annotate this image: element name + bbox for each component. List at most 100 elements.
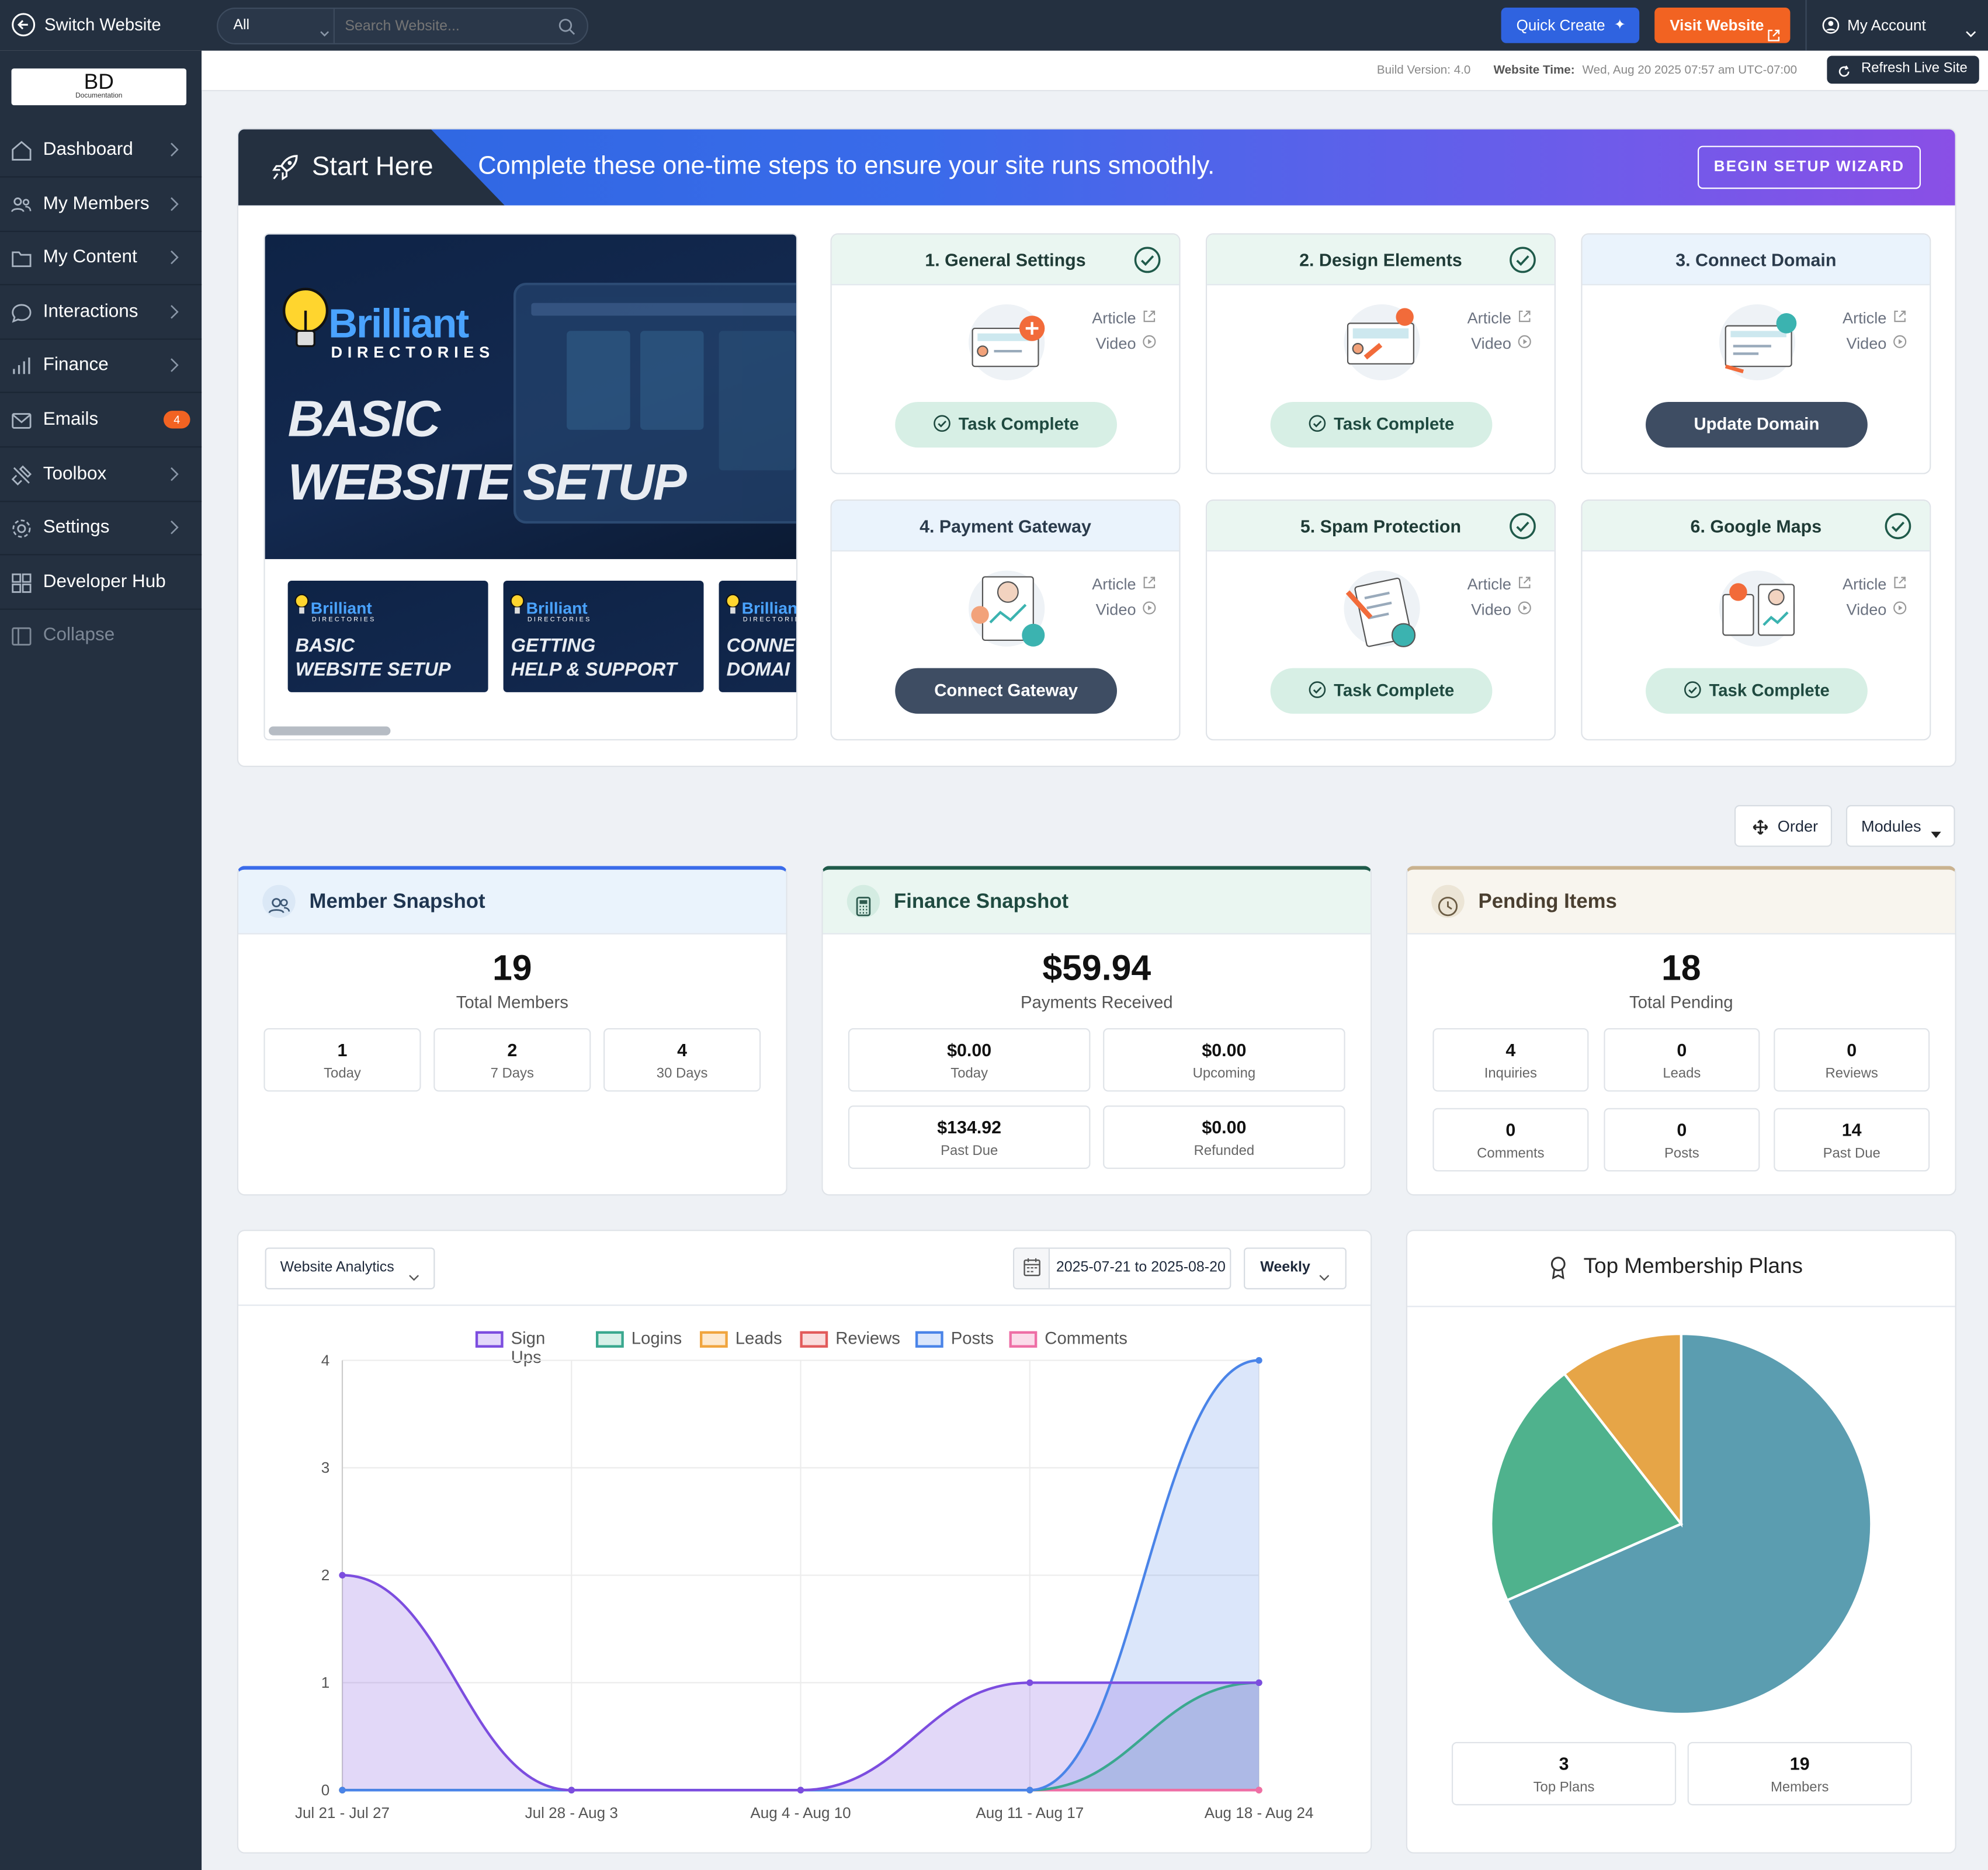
top-bar: Switch Website All Quick Create ✦ Visit …	[0, 0, 1988, 51]
sidebar-item-my-content[interactable]: My Content	[0, 233, 202, 286]
membership-plans-title: Top Membership Plans	[1583, 1254, 1803, 1278]
video-link[interactable]: Video	[1092, 331, 1156, 356]
article-link[interactable]: Article	[1467, 572, 1532, 597]
connect-domain-illustration	[1713, 300, 1802, 384]
thumbnail-scrollbar[interactable]	[269, 726, 391, 735]
sidebar-collapse-icon	[10, 626, 33, 648]
refresh-live-site-button[interactable]: Refresh Live Site	[1827, 55, 1979, 84]
sidebar-item-finance[interactable]: Finance	[0, 340, 202, 394]
article-link[interactable]: Article	[1467, 306, 1532, 331]
my-account-menu[interactable]: My Account	[1847, 16, 1926, 34]
pie-slice[interactable]	[1505, 1332, 1873, 1716]
external-link-icon	[1518, 572, 1532, 588]
interval-select[interactable]: Weekly	[1244, 1247, 1347, 1290]
connect-domain-button[interactable]: Update Domain	[1646, 401, 1868, 448]
website-time-label: Website Time:	[1493, 63, 1575, 78]
envelope-icon	[10, 410, 33, 432]
y-tick-label: 2	[321, 1566, 329, 1584]
article-link[interactable]: Article	[1843, 572, 1907, 597]
chevron-right-icon	[169, 466, 179, 481]
video-link[interactable]: Video	[1467, 597, 1532, 622]
sidebar-item-collapse[interactable]: Collapse	[0, 610, 202, 664]
sidebar-item-settings[interactable]: Settings	[0, 502, 202, 556]
pie-slice[interactable]	[1562, 1332, 1682, 1528]
video-link[interactable]: Video	[1092, 597, 1156, 622]
quick-create-button[interactable]: Quick Create ✦	[1501, 8, 1640, 43]
analytics-type-select[interactable]: Website Analytics	[265, 1247, 435, 1290]
y-tick-label: 1	[321, 1674, 329, 1691]
video-thumbnail[interactable]: BrilliantDIRECTORIESCONNEDOMAI	[719, 580, 796, 692]
article-link[interactable]: Article	[1843, 306, 1907, 331]
check-circle-icon	[1684, 671, 1701, 698]
article-link[interactable]: Article	[1092, 306, 1156, 331]
task-complete-button[interactable]: Task Complete	[1270, 668, 1493, 714]
video-headline-1: BASIC	[287, 391, 440, 448]
check-circle-icon	[1509, 512, 1537, 540]
task-complete-button[interactable]: Task Complete	[1646, 668, 1868, 714]
sidebar-item-interactions[interactable]: Interactions	[0, 286, 202, 340]
stat-leads: 0 Leads	[1604, 1028, 1760, 1092]
video-thumbnail[interactable]: Brilliant DIRECTORIES BASIC WEBSITE SETUP	[287, 580, 488, 692]
data-point[interactable]	[797, 1786, 804, 1793]
switch-website-link[interactable]: Switch Website	[44, 15, 161, 34]
member-snapshot-title: Member Snapshot	[309, 891, 485, 913]
play-circle-icon	[1142, 597, 1156, 615]
video-link[interactable]: Video	[1467, 331, 1532, 356]
sidebar-item-developer-hub[interactable]: Developer Hub	[0, 556, 202, 610]
task-card-payment-gateway: 4. Payment Gateway Article Video Connect Ga…	[830, 499, 1181, 741]
lightbulb-icon	[294, 594, 310, 616]
search-input[interactable]	[345, 16, 548, 37]
task-title: 4. Payment Gateway	[831, 501, 1179, 552]
video-link[interactable]: Video	[1843, 331, 1907, 356]
data-point[interactable]	[1026, 1786, 1033, 1793]
sidebar: BD Documentation	[0, 50, 202, 1870]
play-circle-icon	[1893, 331, 1907, 348]
task-complete-button[interactable]: Task Complete	[895, 401, 1118, 448]
video-brand: Brilliant	[328, 300, 469, 346]
date-range-picker[interactable]: 2025-07-21 to 2025-08-20	[1013, 1247, 1231, 1290]
data-point[interactable]	[1255, 1356, 1262, 1364]
video-player[interactable]: Brilliant DIRECTORIES BASIC WEBSITE SETU…	[265, 234, 796, 560]
back-arrow-icon[interactable]	[12, 13, 36, 37]
video-thumbnail[interactable]: Brilliant DIRECTORIES GETTING HELP & SUPPOR…	[503, 580, 704, 692]
grid-icon	[10, 571, 33, 594]
rocket-icon	[271, 154, 299, 182]
series-line-posts	[342, 1359, 1260, 1792]
sidebar-item-my-members[interactable]: My Members	[0, 178, 202, 232]
data-point[interactable]	[1255, 1786, 1262, 1793]
task-complete-button[interactable]: Task Complete	[1270, 401, 1493, 448]
sidebar-item-label: Developer Hub	[43, 571, 166, 592]
task-card-general-settings: 1. General Settings Article Video Task Comp…	[830, 233, 1181, 474]
data-point[interactable]	[339, 1786, 346, 1793]
chevron-down-icon[interactable]	[1965, 22, 1977, 37]
series-area-logins	[342, 1682, 1260, 1791]
article-link[interactable]: Article	[1092, 572, 1156, 597]
visit-website-button[interactable]: Visit Website	[1654, 8, 1791, 43]
check-circle-icon	[1309, 404, 1326, 432]
external-link-icon	[1893, 572, 1907, 588]
data-point[interactable]	[339, 1571, 346, 1579]
payment-gateway-button[interactable]: Connect Gateway	[895, 668, 1118, 714]
sidebar-item-label: My Members	[43, 193, 150, 214]
x-tick-label: Jul 21 - Jul 27	[295, 1804, 390, 1822]
sidebar-item-dashboard[interactable]: Dashboard	[0, 124, 202, 178]
data-point[interactable]	[1026, 1679, 1033, 1687]
pending-items-card: Pending Items 18 Total Pending 4 Inquirie…	[1406, 866, 1956, 1196]
modules-dropdown[interactable]: Modules	[1845, 805, 1955, 847]
order-button[interactable]: Order	[1734, 805, 1833, 847]
website-time-value: Wed, Aug 20 2025 07:57 am UTC-07:00	[1582, 63, 1798, 78]
pie-slice[interactable]	[1490, 1372, 1684, 1602]
sidebar-item-emails[interactable]: Emails 4	[0, 394, 202, 448]
check-circle-icon	[1509, 246, 1537, 274]
search-filter-select[interactable]: All	[233, 18, 250, 33]
begin-setup-wizard-button[interactable]: BEGIN SETUP WIZARD	[1698, 145, 1921, 189]
series-area-sign-ups	[342, 1575, 1260, 1791]
calculator-icon	[846, 884, 880, 918]
search-icon[interactable]	[558, 18, 575, 35]
video-link[interactable]: Video	[1843, 597, 1907, 622]
lightbulb-icon	[725, 594, 740, 616]
sidebar-item-toolbox[interactable]: Toolbox	[0, 448, 202, 502]
data-point[interactable]	[1255, 1679, 1262, 1687]
data-point[interactable]	[568, 1786, 575, 1793]
site-logo[interactable]: BD Documentation	[11, 68, 187, 106]
